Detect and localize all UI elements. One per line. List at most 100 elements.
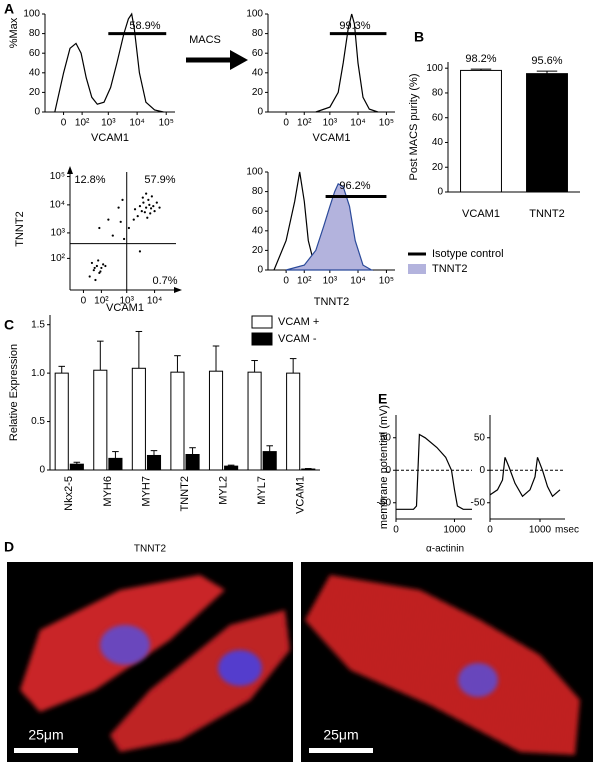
- point: [148, 203, 151, 206]
- y-tick-label: 50: [474, 432, 486, 443]
- y-tick-label: 0: [437, 187, 443, 198]
- point: [88, 275, 91, 278]
- value-label: 98.2%: [465, 53, 496, 65]
- y-tick-label: -50: [377, 497, 392, 508]
- y-axis-label: Post MACS purity (%): [408, 74, 420, 181]
- y-tick-label: 20: [432, 162, 444, 173]
- bar: [54, 372, 69, 471]
- x-tick-label: TNNT2: [179, 476, 191, 511]
- y-tick-label: 80: [252, 28, 264, 39]
- bar: [301, 468, 316, 471]
- bar: [108, 457, 123, 471]
- y-tick-label: 0: [34, 107, 40, 118]
- legend-label: TNNT2: [432, 263, 467, 275]
- point: [121, 198, 124, 201]
- axis-arrow: [174, 287, 182, 293]
- x-axis-label: VCAM1: [91, 132, 129, 144]
- legend-label: Isotype control: [432, 248, 504, 260]
- point: [94, 278, 97, 282]
- annotation: 0.7%: [152, 275, 177, 287]
- bar: [208, 370, 224, 471]
- x-tick-label: 10³: [323, 276, 338, 287]
- point: [104, 264, 107, 268]
- y-tick-label: 80: [432, 88, 444, 99]
- scale-bar-label: 25μm: [28, 727, 63, 743]
- bar: [146, 454, 162, 471]
- panel-label: A: [4, 1, 14, 17]
- x-tick-label: 10³: [119, 296, 134, 307]
- point: [155, 201, 158, 204]
- x-tick-label: 10⁵: [159, 118, 174, 129]
- x-tick-label: 0: [283, 276, 289, 287]
- bar: [170, 371, 185, 471]
- x-tick-label: 10²: [297, 276, 312, 287]
- y-tick-label: 100: [246, 167, 263, 178]
- y-tick-label: 60: [29, 48, 41, 59]
- x-tick-label: 0: [61, 118, 67, 129]
- annotation: 57.9%: [144, 174, 175, 186]
- x-tick-label: 0: [283, 118, 289, 129]
- y-tick-label: 0: [257, 107, 263, 118]
- image-label: α-actinin: [426, 544, 464, 555]
- point: [145, 206, 148, 209]
- annotation: 58.9%: [129, 20, 160, 32]
- point: [95, 264, 98, 268]
- point: [140, 210, 143, 213]
- point: [92, 269, 95, 272]
- annotation: 99.3%: [339, 20, 370, 32]
- legend-swatch: [251, 315, 273, 329]
- panel-label: E: [378, 391, 387, 407]
- series-line: [285, 182, 374, 271]
- y-tick-label: 0: [479, 465, 485, 476]
- point: [107, 218, 110, 221]
- annotation: 12.8%: [74, 174, 105, 186]
- x-tick-label: MYH6: [102, 476, 114, 507]
- x-tick-label: 1000: [443, 525, 466, 536]
- point: [147, 198, 150, 201]
- y-tick-label: 60: [252, 206, 264, 217]
- point: [119, 220, 122, 223]
- point: [132, 218, 135, 221]
- y-tick-label: 10⁴: [50, 200, 65, 211]
- point: [136, 215, 139, 218]
- point: [111, 234, 114, 237]
- annotation: 96.2%: [339, 180, 370, 192]
- x-tick-label: MYL2: [217, 476, 229, 505]
- bar: [69, 463, 84, 471]
- x-axis-label: VCAM1: [106, 302, 144, 314]
- point: [142, 201, 145, 204]
- y-tick-label: 80: [29, 28, 41, 39]
- y-tick-label: 60: [252, 48, 264, 59]
- scale-bar-label: 25μm: [323, 727, 358, 743]
- x-axis-label: TNNT2: [314, 296, 349, 308]
- x-tick-label: 10⁴: [129, 118, 144, 129]
- panel-label: B: [414, 29, 424, 45]
- point: [141, 196, 144, 199]
- y-tick-label: 20: [29, 87, 41, 98]
- micrograph: [7, 562, 293, 762]
- y-tick-label: 0: [257, 265, 263, 276]
- x-tick-label: 10⁴: [147, 296, 162, 307]
- legend-label: VCAM +: [278, 316, 319, 328]
- x-tick-label: MYL7: [256, 476, 268, 505]
- panel-label: C: [4, 317, 14, 333]
- x-tick-label: VCAM1: [295, 476, 307, 514]
- legend-swatch: [251, 332, 273, 346]
- x-tick-label: 10³: [323, 118, 338, 129]
- bar: [224, 465, 239, 471]
- point: [100, 266, 103, 270]
- point: [122, 237, 126, 241]
- point: [150, 195, 153, 198]
- y-tick-label: 50: [380, 432, 392, 443]
- x-tick-label: 0: [487, 525, 493, 536]
- legend-label: VCAM -: [278, 333, 317, 345]
- arrow-label: MACS: [189, 34, 221, 46]
- axis-arrow: [67, 166, 73, 174]
- y-axis-label: Relative Expression: [8, 344, 20, 441]
- x-tick-label: 10²: [75, 118, 90, 129]
- y-axis-label: TNNT2: [14, 211, 26, 246]
- point: [99, 270, 102, 273]
- y-tick-label: 100: [246, 9, 263, 20]
- x-tick-label: 10³: [101, 118, 116, 129]
